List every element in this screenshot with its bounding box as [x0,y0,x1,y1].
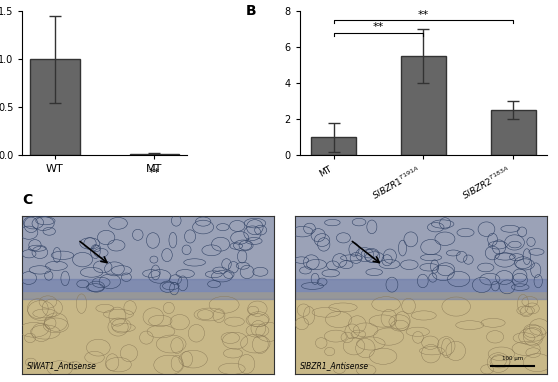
Text: SlWAT1_Antisense: SlWAT1_Antisense [27,361,97,371]
Bar [30,60,80,155]
Bar [311,138,356,155]
Text: SlBZR1_Antisense: SlBZR1_Antisense [300,361,369,371]
Text: **: ** [418,10,429,19]
Bar [490,110,536,155]
Bar [22,216,275,291]
Bar [401,57,446,155]
Bar [22,279,275,299]
Text: B: B [246,4,256,18]
Text: **: ** [373,22,384,32]
Bar [295,279,547,299]
Text: **: ** [149,168,160,178]
Text: 100 μm: 100 μm [502,356,523,361]
Text: C: C [22,193,32,207]
Bar [295,216,547,291]
Bar [129,154,179,155]
